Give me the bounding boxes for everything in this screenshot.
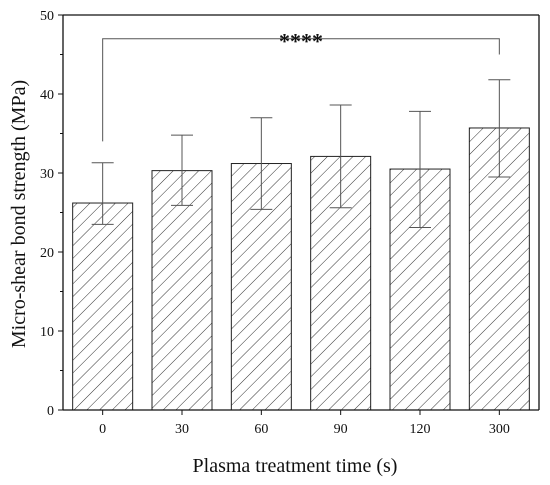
y-tick-label-40: 40 xyxy=(40,88,54,103)
axes: 0 10 20 30 40 50 0 30 60 90 120 300 xyxy=(40,9,540,437)
y-tick-label-50: 50 xyxy=(40,9,54,24)
x-tick-label-90: 90 xyxy=(334,422,348,437)
bar-30 xyxy=(151,170,213,411)
x-tick-label-30: 30 xyxy=(175,422,189,437)
bars-layer xyxy=(72,127,530,411)
x-tick-label-60: 60 xyxy=(254,422,268,437)
y-tick-label-30: 30 xyxy=(40,167,54,182)
significance-label: **** xyxy=(279,29,323,54)
x-tick-label-300: 300 xyxy=(489,422,510,437)
x-axis-title: Plasma treatment time (s) xyxy=(193,455,398,477)
x-tick-label-0: 0 xyxy=(99,422,106,437)
y-tick-label-20: 20 xyxy=(40,246,54,261)
bar-0 xyxy=(72,202,134,411)
x-tick-label-120: 120 xyxy=(410,422,431,437)
y-tick-label-0: 0 xyxy=(47,404,54,419)
y-axis-title: Micro-shear bond strength (MPa) xyxy=(8,80,30,348)
y-tick-label-10: 10 xyxy=(40,325,54,340)
significance-annotation: **** xyxy=(102,29,500,142)
significance-bracket xyxy=(102,38,500,142)
error-bars-layer xyxy=(91,79,511,229)
